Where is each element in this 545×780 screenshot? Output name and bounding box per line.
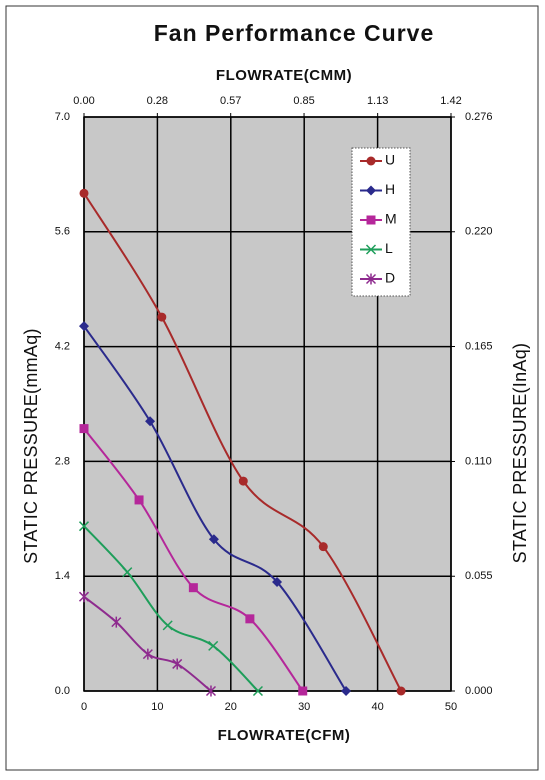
y-tick-label: 4.2: [55, 341, 70, 353]
marker: [78, 521, 90, 532]
marker: [78, 591, 90, 603]
y2-axis-title: STATIC PRESSURE(InAq): [510, 343, 530, 564]
marker: [79, 188, 89, 198]
frame: [5, 5, 539, 771]
x-tick-label: 20: [225, 701, 237, 713]
marker: [396, 686, 406, 696]
x2-axis-title: FLOWRATE(CMM): [216, 67, 352, 84]
marker: [252, 685, 263, 697]
series-line: [83, 192, 402, 692]
x2-tick-label: 1.42: [440, 95, 461, 107]
marker: [157, 312, 167, 322]
marker: [366, 185, 376, 196]
marker: [134, 495, 144, 505]
y2-tick-label: 0.220: [465, 226, 493, 238]
marker: [365, 244, 377, 255]
marker: [238, 476, 248, 486]
x-tick-label: 0: [81, 701, 87, 713]
marker: [272, 576, 283, 587]
legend-label: U: [385, 152, 395, 168]
y2-tick-label: 0.276: [465, 111, 493, 123]
y-tick-label: 5.6: [55, 226, 70, 238]
y-axis-title: STATIC PRESSURE(mmAq): [21, 328, 41, 564]
marker: [298, 686, 308, 696]
legend-label: H: [385, 181, 395, 197]
marker: [172, 658, 183, 670]
legend-label: M: [385, 211, 397, 227]
marker: [205, 685, 217, 697]
y2-tick-label: 0.000: [465, 685, 493, 697]
y-tick-label: 1.4: [55, 570, 70, 582]
y2-tick-label: 0.165: [465, 340, 493, 352]
marker: [111, 616, 122, 628]
x2-tick-label: 0.28: [147, 95, 168, 107]
y2-tick-label: 0.055: [465, 570, 493, 582]
marker: [341, 686, 352, 696]
marker: [208, 534, 219, 545]
marker: [142, 648, 153, 660]
x-tick-label: 50: [445, 701, 457, 713]
chart-title: Fan Performance Curve: [154, 20, 434, 46]
marker: [365, 273, 377, 285]
marker: [366, 215, 376, 225]
marker: [162, 620, 173, 631]
x2-tick-label: 0.85: [293, 95, 314, 107]
x-tick-label: 10: [151, 701, 163, 713]
y-tick-label: 2.8: [55, 455, 70, 467]
legend-label: D: [385, 270, 395, 286]
legend-box: [351, 147, 411, 297]
y-tick-label: 7.0: [55, 111, 70, 123]
x2-tick-label: 0.57: [220, 95, 241, 107]
marker: [122, 567, 133, 578]
marker: [79, 424, 89, 434]
marker: [318, 542, 328, 552]
x-axis-title: FLOWRATE(CFM): [218, 727, 351, 744]
marker: [245, 614, 255, 624]
marker: [208, 640, 219, 651]
x2-tick-label: 1.13: [367, 95, 388, 107]
y2-tick-label: 0.110: [465, 455, 492, 467]
y-tick-label: 0.0: [55, 685, 70, 697]
x-tick-label: 30: [298, 701, 310, 713]
x2-tick-label: 0.00: [73, 95, 94, 107]
x-tick-label: 40: [371, 701, 383, 713]
marker: [145, 416, 156, 427]
marker: [188, 583, 198, 593]
marker: [79, 321, 89, 332]
legend-label: L: [385, 240, 393, 256]
marker: [366, 156, 376, 166]
